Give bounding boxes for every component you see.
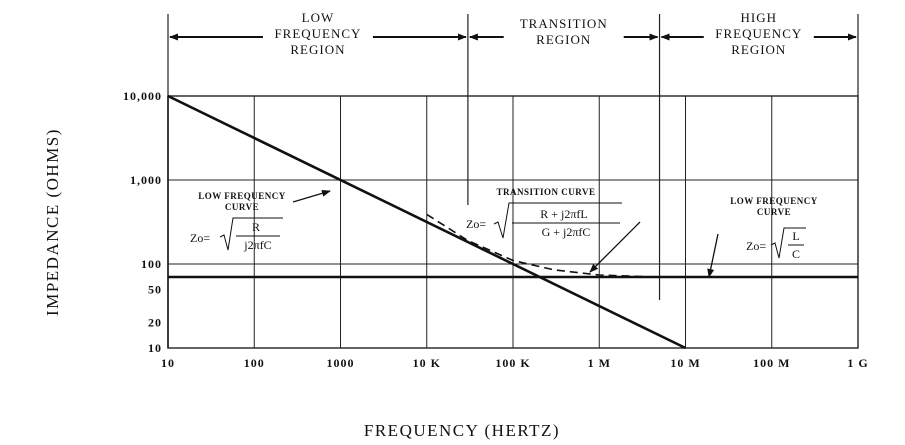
x-tick-label: 1 M [588, 356, 611, 370]
region-label: TRANSITION [520, 16, 608, 31]
high-formula-radical [770, 227, 806, 259]
y-tick-label: 10 [148, 341, 162, 355]
low-curve-title-2: CURVE [225, 202, 259, 212]
y-tick-label: 50 [148, 282, 162, 296]
x-tick-label: 10 M [670, 356, 700, 370]
region-label: REGION [731, 42, 786, 57]
region-label: REGION [290, 42, 345, 57]
transition-curve-title: TRANSITION CURVE [497, 187, 596, 197]
low-frequency-annotation: LOW FREQUENCY CURVE Zo= R j2πfC [190, 189, 331, 252]
y-tick-labels: 10,000 1,000 100 50 20 10 [123, 89, 162, 355]
transition-formula-denominator: G + j2πfC [542, 225, 591, 239]
low-formula-denominator: j2πfC [243, 238, 271, 252]
transition-formula-lhs: Zo= [466, 217, 486, 231]
transition-curve-line [426, 213, 660, 278]
high-formula-lhs: Zo= [746, 239, 766, 253]
high-curve-title-1: LOW FREQUENCY [730, 196, 818, 206]
y-axis-title: IMPEDANCE (OHMS) [43, 128, 62, 316]
x-tick-label: 1 G [847, 356, 868, 370]
high-curve-title-2: CURVE [757, 207, 791, 217]
region-label: LOW [302, 10, 335, 25]
region-brackets: LOWFREQUENCYREGIONTRANSITIONREGIONHIGHFR… [167, 10, 859, 300]
low-formula-lhs: Zo= [190, 231, 210, 245]
y-tick-label: 1,000 [130, 173, 162, 187]
x-tick-label: 1000 [327, 356, 355, 370]
transition-formula-radical [493, 202, 622, 239]
grid [167, 95, 859, 349]
impedance-line [167, 94, 687, 350]
x-tick-labels: 10 100 1000 10 K 100 K 1 M 10 M 100 M 1 G [161, 356, 868, 370]
y-tick-label: 20 [148, 316, 162, 330]
region-label: HIGH [741, 10, 778, 25]
high-annotation-leader [707, 233, 719, 278]
low-formula-radical [219, 217, 283, 251]
region-label: REGION [536, 32, 591, 47]
high-formula-denominator: C [792, 247, 800, 261]
x-tick-label: 100 [244, 356, 265, 370]
x-tick-label: 100 M [753, 356, 790, 370]
x-tick-label: 100 K [495, 356, 530, 370]
region-label: FREQUENCY [715, 26, 802, 41]
x-tick-label: 10 K [413, 356, 441, 370]
plot-frame [167, 95, 859, 349]
y-tick-label: 100 [141, 257, 162, 271]
transition-annotation: TRANSITION CURVE Zo= R + j2πfL G + j2πfC [466, 187, 641, 273]
low-annotation-leader [292, 189, 331, 203]
transition-annotation-leader [589, 221, 641, 273]
region-label: FREQUENCY [274, 26, 361, 41]
high-frequency-annotation: LOW FREQUENCY CURVE Zo= L C [707, 196, 818, 278]
x-axis-title: FREQUENCY (HERTZ) [364, 421, 560, 440]
x-tick-label: 10 [161, 356, 175, 370]
series-group [167, 94, 858, 350]
high-formula-numerator: L [792, 229, 799, 243]
low-formula-numerator: R [252, 220, 260, 234]
transition-formula-numerator: R + j2πfL [540, 207, 588, 221]
low-curve-title-1: LOW FREQUENCY [198, 191, 286, 201]
y-tick-label: 10,000 [123, 89, 162, 103]
